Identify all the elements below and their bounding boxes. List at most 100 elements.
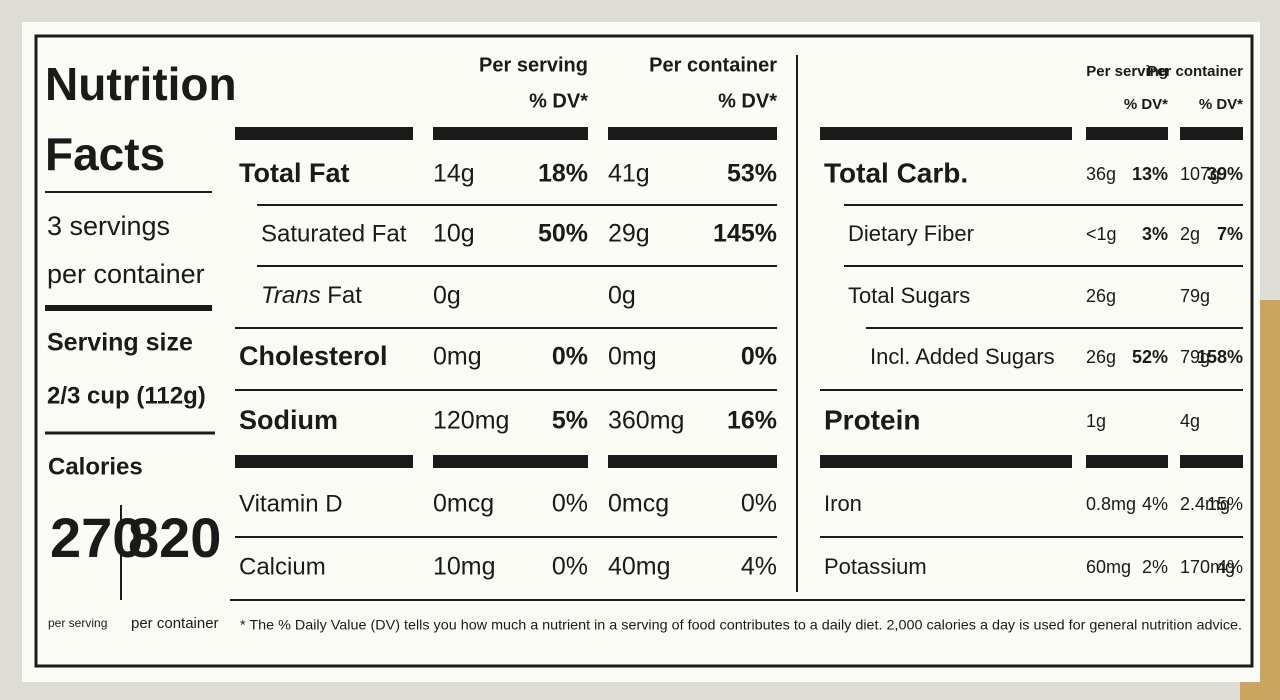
percent-dv: 0% [552, 553, 588, 581]
nutrient-name: Dietary Fiber [848, 221, 974, 246]
amount: 10g [433, 220, 475, 248]
nutrient-name: Iron [824, 491, 862, 516]
thick-bar [820, 455, 1072, 468]
column-header: Per serving [479, 54, 588, 76]
column-header: % DV* [1124, 96, 1168, 113]
thick-bar [608, 455, 777, 468]
amount: 0mcg [433, 490, 494, 518]
percent-dv: 18% [538, 160, 588, 188]
percent-dv: 5% [552, 407, 588, 435]
column-header: % DV* [1199, 96, 1243, 113]
percent-dv: 4% [1217, 557, 1243, 577]
amount: 1g [1086, 411, 1106, 431]
calories-unit: per serving [48, 616, 107, 630]
amount: 0g [433, 282, 461, 310]
thick-bar [608, 127, 777, 140]
column-header: % DV* [718, 90, 777, 112]
nutrient-name: Incl. Added Sugars [870, 344, 1055, 369]
thick-bar [1086, 127, 1168, 140]
amount: 14g [433, 160, 475, 188]
nutrient-name: Vitamin D [239, 490, 343, 517]
amount: 2g [1180, 224, 1200, 244]
label-border [34, 34, 1254, 668]
serving-size-label: Serving size [47, 329, 193, 357]
percent-dv: 158% [1197, 347, 1243, 367]
amount: 0mcg [608, 490, 669, 518]
amount: <1g [1086, 224, 1117, 244]
percent-dv: 50% [538, 220, 588, 248]
percent-dv: 15% [1207, 494, 1243, 514]
nutrient-name: Total Sugars [848, 283, 970, 308]
amount: 60mg [1086, 557, 1131, 577]
amount: 120mg [433, 407, 509, 435]
nutrient-name: Cholesterol [239, 341, 388, 371]
amount: 41g [608, 160, 650, 188]
percent-dv: 0% [552, 490, 588, 518]
amount: 0.8mg [1086, 494, 1136, 514]
amount: 26g [1086, 347, 1116, 367]
footnote: * The % Daily Value (DV) tells you how m… [240, 617, 1242, 633]
percent-dv: 0% [741, 490, 777, 518]
title: Facts [45, 128, 165, 180]
thick-bar [1180, 455, 1243, 468]
percent-dv: 52% [1132, 347, 1168, 367]
calories-value: 270 [50, 506, 143, 569]
nutrient-name: Total Fat [239, 158, 350, 188]
title: Nutrition [45, 58, 237, 110]
percent-dv: 39% [1207, 164, 1243, 184]
column-header: % DV* [529, 90, 588, 112]
percent-dv: 16% [727, 407, 777, 435]
nutrient-name-text: Fat [327, 282, 362, 309]
amount: 107g [1180, 164, 1220, 184]
nutrient-name: Potassium [824, 554, 927, 579]
amount: 29g [608, 220, 650, 248]
calories-label: Calories [48, 453, 143, 480]
nutrient-name: Calcium [239, 553, 326, 580]
thick-bar [820, 127, 1072, 140]
thick-bar [433, 127, 588, 140]
amount: 360mg [608, 407, 684, 435]
serving-size-value: 2/3 cup (112g) [47, 382, 206, 409]
nutrient-name: Total Carb. [824, 157, 968, 188]
column-header: Per container [1147, 63, 1243, 80]
amount: 4g [1180, 411, 1200, 431]
percent-dv: 2% [1142, 557, 1168, 577]
percent-dv: 0% [552, 343, 588, 371]
amount: 36g [1086, 164, 1116, 184]
nutrient-name: Trans Fat [261, 282, 362, 309]
calories-value: 820 [128, 506, 221, 569]
column-header: Per serving [1086, 63, 1168, 80]
thick-bar [1086, 455, 1168, 468]
amount: 2.4mg [1180, 494, 1230, 514]
amount: 0mg [433, 343, 482, 371]
amount: 10mg [433, 553, 496, 581]
nutrient-name: Protein [824, 404, 920, 435]
nutrient-name: Sodium [239, 405, 338, 435]
servings: 3 servings [47, 211, 170, 241]
amount: 0g [608, 282, 636, 310]
nutrient-name-italic: Trans [261, 282, 321, 309]
amount: 79g [1180, 286, 1210, 306]
percent-dv: 53% [727, 160, 777, 188]
amount: 26g [1086, 286, 1116, 306]
amount: 170mg [1180, 557, 1235, 577]
thick-bar [433, 455, 588, 468]
amount: 40mg [608, 553, 671, 581]
percent-dv: 3% [1142, 224, 1168, 244]
thick-bar [235, 455, 413, 468]
amount: 79g [1180, 347, 1210, 367]
servings: per container [47, 259, 205, 289]
percent-dv: 0% [741, 343, 777, 371]
thick-bar [1180, 127, 1243, 140]
nutrient-name: Saturated Fat [261, 220, 407, 247]
amount: 0mg [608, 343, 657, 371]
percent-dv: 13% [1132, 164, 1168, 184]
percent-dv: 145% [713, 220, 777, 248]
thick-bar [235, 127, 413, 140]
percent-dv: 4% [1142, 494, 1168, 514]
calories-unit: per container [131, 615, 219, 632]
percent-dv: 7% [1217, 224, 1243, 244]
percent-dv: 4% [741, 553, 777, 581]
